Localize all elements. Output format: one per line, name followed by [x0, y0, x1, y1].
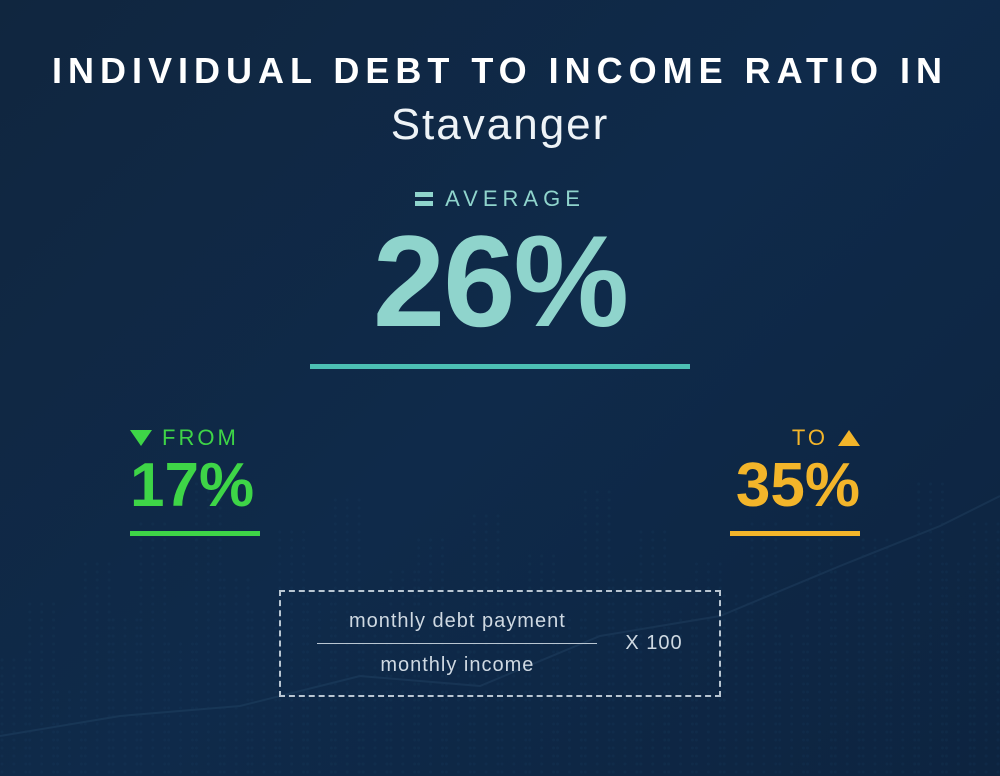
to-underline [730, 531, 860, 536]
formula-fraction: monthly debt payment monthly income [317, 610, 597, 677]
from-label-row: FROM [130, 425, 239, 451]
from-value: 17% [130, 455, 254, 517]
equals-icon [415, 192, 433, 206]
triangle-down-icon [130, 430, 152, 446]
formula-denominator: monthly income [380, 654, 534, 677]
from-underline [130, 531, 260, 536]
from-label: FROM [162, 425, 239, 451]
formula-multiplier: X 100 [625, 632, 682, 655]
to-value: 35% [736, 455, 860, 517]
triangle-up-icon [838, 430, 860, 446]
to-label: TO [792, 425, 828, 451]
title-block: INDIVIDUAL DEBT TO INCOME RATIO IN Stava… [52, 50, 948, 150]
to-block: TO 35% [730, 425, 860, 536]
formula-divider [317, 643, 597, 644]
average-underline [310, 364, 690, 369]
infographic-content: INDIVIDUAL DEBT TO INCOME RATIO IN Stava… [0, 0, 1000, 697]
range-row: FROM 17% TO 35% [0, 425, 1000, 536]
average-block: AVERAGE 26% [310, 186, 690, 369]
formula-numerator: monthly debt payment [349, 610, 566, 633]
average-value: 26% [373, 216, 627, 346]
formula-box: monthly debt payment monthly income X 10… [279, 590, 720, 697]
from-block: FROM 17% [130, 425, 260, 536]
title-main: INDIVIDUAL DEBT TO INCOME RATIO IN [52, 50, 948, 92]
to-label-row: TO [792, 425, 860, 451]
title-city: Stavanger [52, 100, 948, 150]
